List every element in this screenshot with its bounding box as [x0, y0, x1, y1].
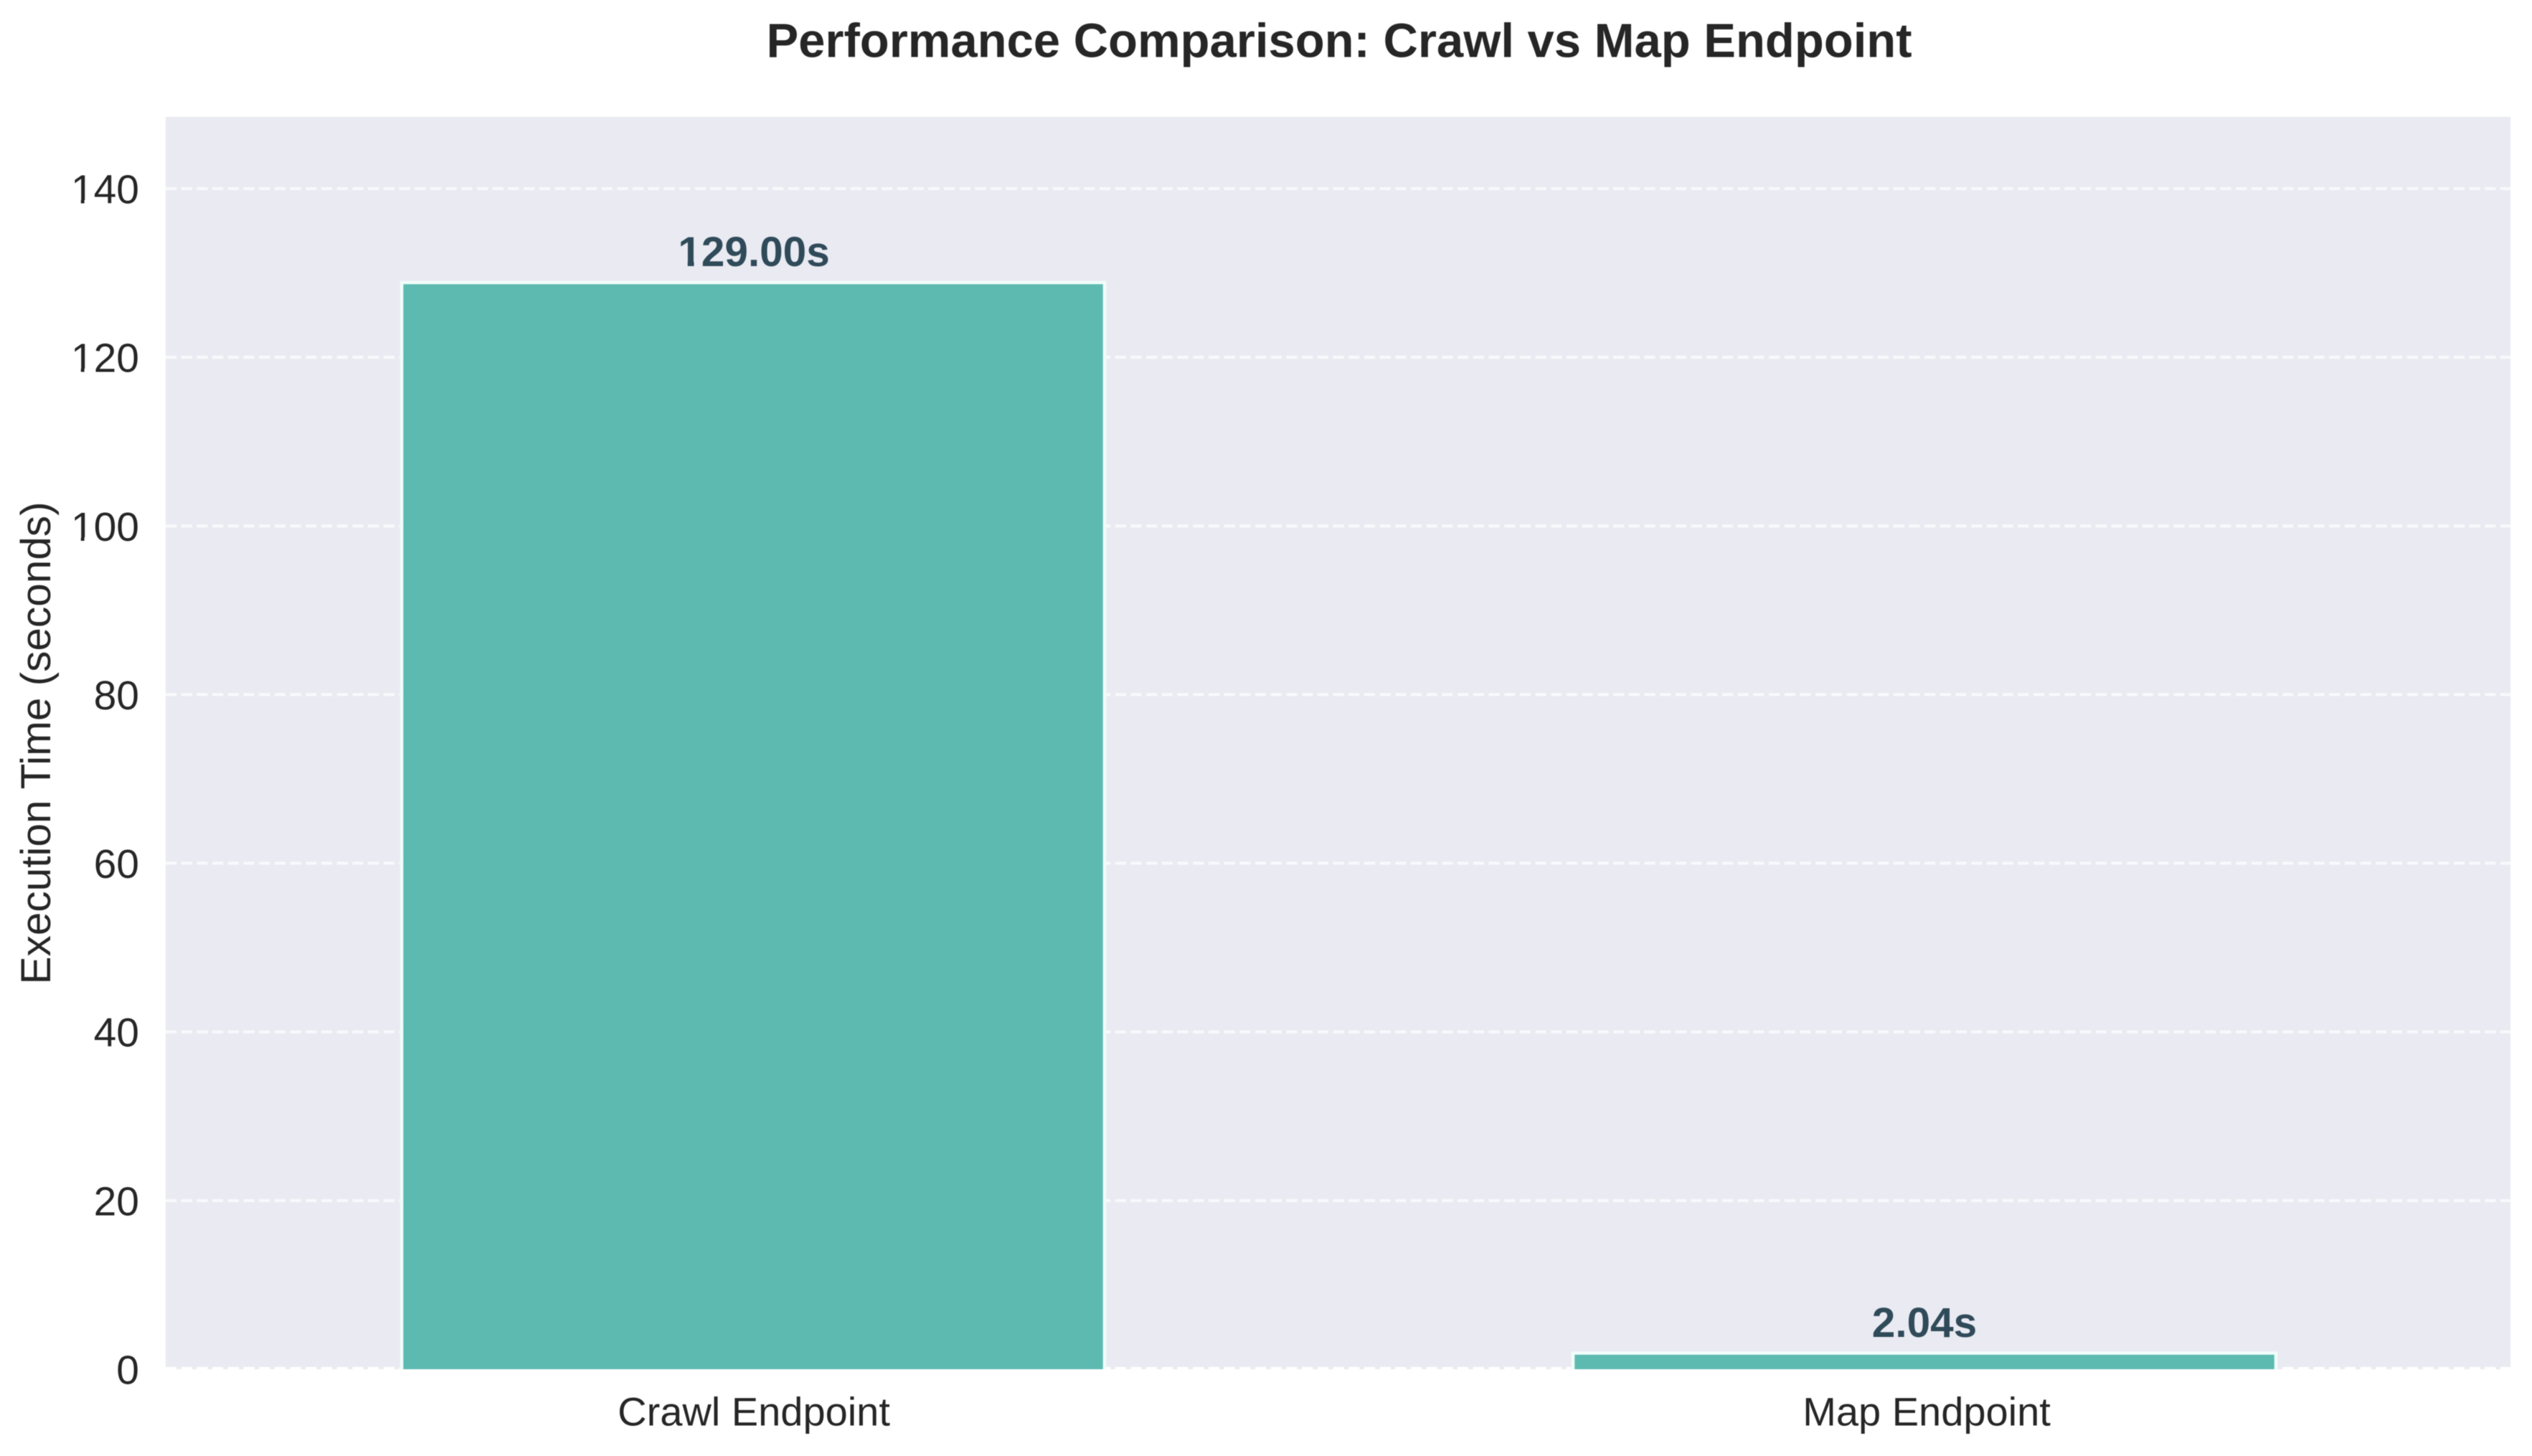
svg-text:100: 100: [71, 504, 139, 550]
svg-text:40: 40: [94, 1010, 139, 1056]
svg-text:Crawl Endpoint: Crawl Endpoint: [618, 1389, 890, 1434]
svg-text:2.04s: 2.04s: [1872, 1300, 1977, 1346]
svg-text:120: 120: [71, 336, 139, 382]
svg-text:0: 0: [116, 1348, 139, 1394]
svg-text:20: 20: [94, 1178, 139, 1224]
svg-text:Map Endpoint: Map Endpoint: [1803, 1389, 2051, 1434]
svg-text:80: 80: [94, 673, 139, 719]
svg-text:140: 140: [71, 167, 139, 213]
svg-text:Execution Time (seconds): Execution Time (seconds): [13, 501, 60, 984]
svg-text:Performance Comparison: Crawl: Performance Comparison: Crawl vs Map End…: [766, 14, 1912, 68]
svg-text:129.00s: 129.00s: [678, 229, 829, 275]
svg-text:60: 60: [94, 841, 139, 887]
